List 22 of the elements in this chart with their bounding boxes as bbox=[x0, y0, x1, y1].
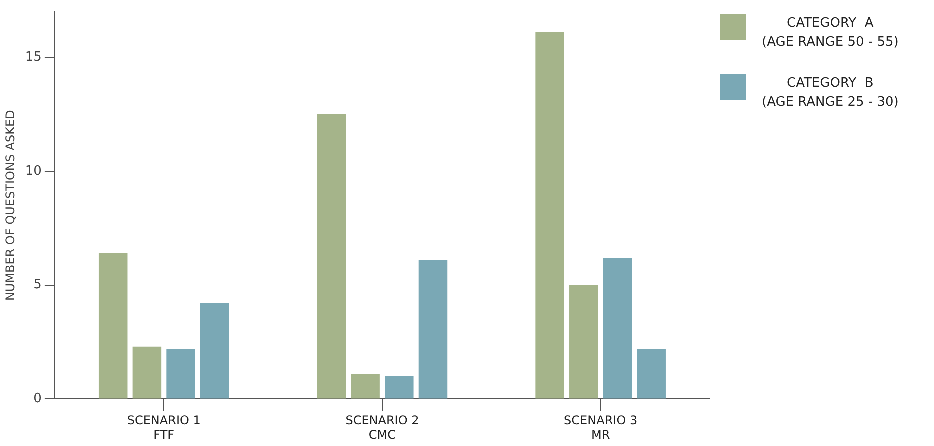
bar bbox=[98, 253, 128, 399]
bar bbox=[536, 32, 564, 399]
y-tick-label: 15 bbox=[25, 50, 42, 65]
x-tick-label: SCENARIO 3 MR bbox=[564, 414, 638, 442]
bar bbox=[132, 346, 162, 399]
y-tick-label: 5 bbox=[34, 278, 42, 293]
bar bbox=[418, 260, 448, 399]
bar bbox=[166, 349, 196, 399]
y-axis-title: NUMBER OF QUESTIONS ASKED bbox=[3, 110, 18, 302]
y-tick-label: 10 bbox=[25, 164, 42, 179]
bar bbox=[351, 374, 380, 399]
bar bbox=[317, 114, 346, 399]
bar bbox=[570, 285, 598, 399]
x-tick-label: SCENARIO 2 CMC bbox=[346, 414, 420, 442]
bar bbox=[603, 258, 632, 399]
text: CATEGORY B (AGE RANGE 25 - 30) bbox=[762, 75, 899, 112]
y-tick-label: 0 bbox=[34, 392, 42, 407]
x-tick-label: SCENARIO 1 FTF bbox=[127, 414, 201, 442]
bar bbox=[637, 349, 666, 399]
bar bbox=[200, 304, 230, 399]
text: CATEGORY A (AGE RANGE 50 - 55) bbox=[762, 15, 899, 52]
bar bbox=[385, 376, 414, 399]
